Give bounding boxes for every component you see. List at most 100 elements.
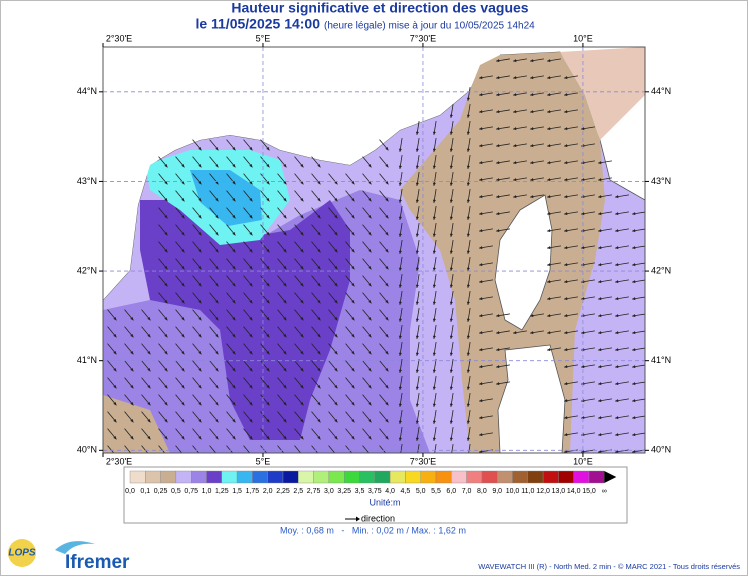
colorbar-swatch	[298, 470, 314, 484]
arrow-head	[300, 401, 304, 406]
arrow	[260, 445, 268, 453]
arrow-head	[513, 59, 517, 63]
colorbar-label: 0,5	[171, 488, 181, 495]
lat-label: 41°N	[77, 355, 97, 365]
lat-label: 42°N	[77, 265, 97, 275]
arrow-head	[181, 265, 185, 270]
arrow-head	[147, 401, 151, 406]
arrow-head	[530, 127, 534, 131]
arrow-head	[513, 195, 517, 199]
arrow-head	[564, 76, 568, 80]
arrow-head	[547, 76, 551, 80]
arrow-head	[581, 178, 585, 182]
arrow-head	[385, 418, 389, 423]
arrow-head	[432, 182, 436, 186]
arrow-head	[334, 401, 338, 406]
arrow-head	[479, 127, 483, 131]
arrow-head	[283, 384, 287, 389]
arrow-head	[317, 316, 321, 321]
arrow-head	[215, 401, 219, 406]
arrow-head	[449, 369, 453, 373]
stats: Moy. : 0,68 m - Min. : 0,02 m / Max. : 1…	[280, 525, 466, 535]
arrow-head	[547, 93, 551, 97]
arrow-head	[198, 146, 202, 151]
arrow	[400, 444, 403, 453]
arrow-head	[198, 214, 202, 219]
arrow-head	[632, 229, 636, 233]
arrow-head	[317, 197, 321, 202]
arrow-head	[449, 114, 453, 118]
arrow-head	[449, 148, 453, 152]
arrow-head	[564, 195, 568, 199]
arrow-head	[317, 333, 321, 338]
arrow-head	[198, 418, 202, 423]
arrow-head	[232, 299, 236, 304]
direction-label: direction	[361, 513, 395, 523]
arrow-head	[266, 299, 270, 304]
lon-label: 7°30'E	[410, 33, 436, 43]
arrow-head	[547, 297, 551, 301]
lat-label: 43°N	[77, 176, 97, 186]
arrow-head	[317, 350, 321, 355]
arrow-head	[581, 416, 585, 420]
arrow-head	[215, 248, 219, 253]
graticule	[103, 47, 645, 453]
colorbar-label: 2,5	[293, 488, 303, 495]
arrow-head	[266, 401, 270, 406]
wave-area	[190, 170, 262, 226]
arrow-head	[368, 180, 372, 185]
footer: WAVEWATCH III (R) - North Med. 2 min - ©…	[478, 562, 740, 571]
lat-label: 42°N	[651, 265, 671, 275]
arrow-head	[496, 59, 500, 63]
arrow-head	[479, 263, 483, 267]
arrow-head	[547, 110, 551, 114]
arrow	[294, 445, 302, 453]
arrow-head	[564, 93, 568, 97]
arrow-head	[198, 367, 202, 372]
arrow-head	[466, 284, 470, 288]
arrow-head	[530, 178, 534, 182]
arrow-head	[215, 180, 219, 185]
arrow-head	[496, 144, 500, 148]
arrow-head	[351, 197, 355, 202]
arrow-head	[513, 127, 517, 131]
arrow-head	[300, 435, 304, 440]
arrow-head	[351, 231, 355, 236]
arrow-head	[466, 267, 470, 271]
arrow-head	[530, 110, 534, 114]
arrow-head	[334, 418, 338, 423]
colorbar-swatch	[206, 470, 223, 484]
arrow-head	[449, 403, 453, 407]
arrow-head	[249, 163, 253, 168]
arrow-head	[479, 365, 483, 369]
arrow-head	[432, 369, 436, 373]
arrow-head	[317, 214, 321, 219]
arrow-head	[415, 182, 419, 186]
colorbar-swatch	[542, 470, 559, 484]
arrow-head	[598, 263, 602, 267]
arrow-head	[368, 435, 372, 440]
arrow	[451, 444, 454, 453]
lops-logo: LOPS	[8, 548, 36, 559]
arrow-head	[181, 418, 185, 423]
arrow-head	[164, 384, 168, 389]
arrow-head	[215, 299, 219, 304]
arrow-head	[317, 418, 321, 423]
arrow-head	[351, 384, 355, 389]
arrow	[226, 445, 234, 453]
arrow-head	[164, 333, 168, 338]
arrow-head	[513, 144, 517, 148]
arrow-head	[398, 335, 402, 339]
arrow-head	[496, 195, 500, 199]
arrow-head	[232, 435, 236, 440]
arrow	[209, 445, 217, 453]
arrow-head	[198, 265, 202, 270]
arrow-head	[479, 178, 483, 182]
arrow-head	[266, 384, 270, 389]
arrow-head	[266, 163, 270, 168]
arrow-head	[496, 110, 500, 114]
arrow-head	[632, 450, 636, 453]
arrow-head	[398, 267, 402, 271]
colorbar-swatch	[160, 470, 177, 484]
arrow-head	[466, 114, 470, 118]
